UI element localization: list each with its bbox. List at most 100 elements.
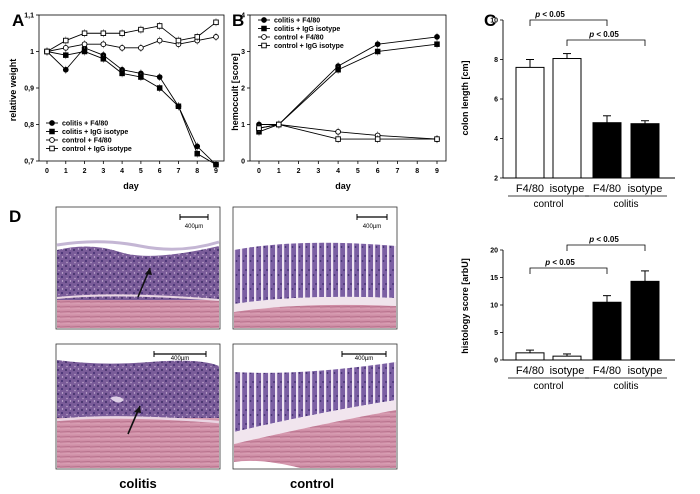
weight-x-label: day bbox=[123, 181, 139, 191]
weight-x-tick-label: 6 bbox=[158, 168, 162, 175]
weight-x-tick-label: 3 bbox=[101, 168, 105, 175]
colon-y-tick-label: 8 bbox=[494, 57, 498, 64]
hemoccult-point bbox=[256, 125, 262, 131]
weight-x-tick-label: 1 bbox=[64, 168, 68, 175]
weight-point bbox=[175, 37, 182, 44]
micrograph-colitis-top: 400µm bbox=[55, 206, 221, 330]
histology-bar bbox=[630, 280, 660, 361]
weight-point bbox=[213, 161, 219, 168]
hemoccult-x-tick-label: 4 bbox=[336, 168, 340, 175]
hemoccult-point bbox=[374, 41, 381, 48]
weight-x-tick-label: 0 bbox=[45, 168, 49, 175]
weight-point bbox=[156, 23, 163, 29]
weight-legend-entry: control + IgG isotype bbox=[62, 146, 132, 153]
colon-y-tick-label: 4 bbox=[494, 136, 498, 143]
hemoccult-x-tick-label: 3 bbox=[316, 168, 320, 175]
weight-y-tick-label: 0,9 bbox=[24, 86, 34, 93]
colon-bar bbox=[515, 66, 545, 179]
weight-point bbox=[194, 150, 200, 157]
hemoccult-x-tick-label: 8 bbox=[415, 168, 419, 175]
caption-control: control bbox=[290, 476, 334, 491]
panel-label-c: C bbox=[484, 11, 496, 30]
hemoccult-y-tick-label: 2 bbox=[241, 86, 245, 93]
weight-point bbox=[81, 30, 88, 37]
panel-label-b: B bbox=[232, 11, 244, 30]
hemoccult-legend-marker bbox=[261, 42, 267, 49]
weight-series-line-2 bbox=[46, 36, 217, 52]
histology-y-tick-label: 0 bbox=[494, 358, 498, 365]
histology-y-label: histology score [arbU] bbox=[460, 258, 470, 354]
weight-series-line-1 bbox=[46, 51, 217, 166]
weight-point bbox=[138, 44, 144, 51]
weight-series bbox=[44, 18, 219, 169]
hemoccult-point bbox=[335, 66, 341, 73]
weight-x-tick-label: 7 bbox=[176, 168, 180, 175]
caption-colitis: colitis bbox=[119, 476, 157, 491]
hemoccult-point bbox=[276, 121, 282, 128]
hemoccult-x-label: day bbox=[335, 181, 351, 191]
weight-point bbox=[62, 44, 69, 51]
weight-x-ticks: 0 1 2 3 4 5 6 7 8 9 bbox=[45, 161, 218, 175]
histology-y-tick-label: 5 bbox=[494, 330, 498, 337]
hemoccult-series bbox=[256, 32, 440, 144]
weight-legend-entry: control + F4/80 bbox=[62, 138, 112, 145]
colon-group-label: colitis bbox=[613, 199, 638, 210]
weight-y-tick-label: 0,7 bbox=[24, 159, 34, 166]
weight-series-line-3 bbox=[46, 21, 217, 52]
hemoccult-point bbox=[335, 128, 341, 135]
hemoccult-x-tick-label: 1 bbox=[277, 168, 281, 175]
scale-bar-label: 400µm bbox=[185, 224, 203, 230]
histology-group-label: control bbox=[533, 381, 563, 392]
colon-group-label: control bbox=[533, 199, 563, 210]
hemoccult-x-tick-label: 5 bbox=[356, 168, 360, 175]
hemoccult-point bbox=[335, 136, 341, 142]
hemoccult-legend-entry: colitis + F4/80 bbox=[274, 18, 320, 25]
hemoccult-chart: 0 1 2 3 4 0 1 2 3 4 5 6 7 8 9 day hemoccult [score] c… bbox=[230, 13, 447, 191]
weight-legend-marker bbox=[49, 137, 55, 143]
weight-y-tick-label: 1,1 bbox=[24, 13, 34, 20]
colon-bar bbox=[630, 123, 660, 179]
scale-bar-label: 400µm bbox=[363, 224, 381, 230]
colon-category-label: isotype bbox=[628, 183, 663, 195]
weight-point bbox=[119, 44, 125, 51]
weight-point bbox=[63, 37, 69, 44]
weight-legend-entry: colitis + F4/80 bbox=[62, 121, 108, 128]
colon-y-tick-label: 2 bbox=[494, 176, 498, 183]
weight-y-tick-label: 1 bbox=[30, 49, 34, 56]
histology-y-tick-label: 10 bbox=[490, 303, 498, 310]
hemoccult-point bbox=[374, 48, 381, 55]
weight-point bbox=[175, 103, 182, 109]
hemoccult-x-tick-label: 6 bbox=[376, 168, 380, 175]
hemoccult-legend-marker bbox=[261, 17, 267, 23]
histology-significance-label: p < 0.05 bbox=[588, 235, 619, 244]
histology-category-label: isotype bbox=[628, 365, 663, 377]
histology-category-label: isotype bbox=[550, 365, 585, 377]
scale-bar-label: 400µm bbox=[171, 356, 189, 362]
hemoccult-series-line-0 bbox=[259, 36, 438, 125]
weight-legend-marker bbox=[49, 145, 55, 152]
histology-bars bbox=[515, 270, 660, 361]
weight-series-line-0 bbox=[46, 47, 217, 165]
colon-y-tick-label: 6 bbox=[494, 97, 498, 104]
weight-point bbox=[100, 56, 107, 62]
hemoccult-y-ticks: 0 1 2 3 4 bbox=[241, 13, 250, 166]
hemoccult-legend-entry: colitis + IgG isotype bbox=[274, 26, 340, 33]
weight-point bbox=[119, 30, 125, 37]
histology-significance-bracket bbox=[566, 244, 646, 251]
weight-legend-marker bbox=[49, 128, 55, 135]
scale-bar-label: 400µm bbox=[355, 356, 373, 362]
weight-point bbox=[44, 48, 50, 55]
colon-y-ticks: 2 4 6 8 10 bbox=[490, 18, 503, 183]
hemoccult-y-tick-label: 4 bbox=[241, 13, 245, 20]
histology-category-label: F4/80 bbox=[593, 365, 621, 377]
weight-point bbox=[156, 37, 163, 44]
micrograph-control-bottom: 400µm bbox=[232, 343, 398, 470]
colon-significance-label: p < 0.05 bbox=[588, 30, 619, 39]
hemoccult-x-ticks: 0 1 2 3 4 5 6 7 8 9 bbox=[257, 161, 439, 175]
histology-categories: F4/80 isotype F4/80 isotype control colitis bbox=[508, 365, 667, 392]
weight-point bbox=[100, 41, 107, 48]
panel-label-d: D bbox=[9, 207, 21, 226]
micrograph-control-top: 400µm bbox=[232, 206, 398, 330]
